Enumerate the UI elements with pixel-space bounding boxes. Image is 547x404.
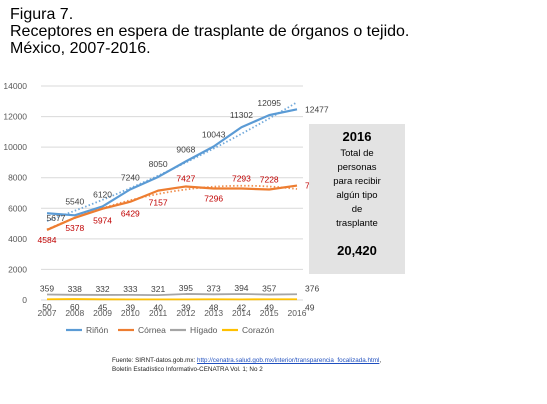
x-tick-label: 2016 [288, 308, 307, 318]
data-label: 50 [42, 302, 52, 312]
data-label: 60 [70, 302, 80, 312]
summary-line: algún tipo [336, 190, 378, 201]
data-label: 8050 [149, 159, 168, 169]
data-label: 7427 [176, 173, 195, 183]
data-label: 5378 [65, 223, 84, 233]
data-label: 39 [126, 302, 136, 312]
x-tick-label: 2009 [93, 308, 112, 318]
data-label: 5540 [65, 196, 84, 206]
chart-title: Figura 7. Receptores en espera de traspl… [10, 6, 409, 57]
data-label: 7240 [121, 172, 140, 182]
y-tick-label: 8000 [8, 173, 27, 183]
data-label: 49 [305, 302, 315, 312]
data-label: 12095 [257, 98, 281, 108]
summary-description: Total de personas para recibir algún tip… [309, 147, 405, 231]
x-tick-label: 2010 [121, 308, 140, 318]
summary-year: 2016 [342, 129, 372, 144]
data-label: 338 [68, 284, 82, 294]
x-tick-label: 2011 [149, 308, 168, 318]
legend-label: Corazón [242, 325, 274, 335]
y-tick-label: 10000 [3, 142, 27, 152]
y-tick-label: 2000 [8, 264, 27, 274]
data-label: 5677 [47, 213, 66, 223]
source-line-2: Boletín Estadístico Informativo-CENATRA … [112, 366, 263, 373]
source-suffix: , [379, 357, 382, 364]
summary-total: 20,420 [337, 243, 377, 258]
data-label: 376 [305, 283, 319, 293]
y-tick-label: 4000 [8, 234, 27, 244]
trendline-1 [46, 184, 298, 231]
data-label: 321 [151, 284, 165, 294]
data-label: 12477 [305, 104, 329, 114]
data-label: 7296 [204, 193, 223, 203]
data-label: 6429 [121, 209, 140, 219]
legend-label: Riñón [86, 325, 108, 335]
data-label: 10043 [202, 129, 226, 139]
data-label: 395 [179, 283, 193, 293]
data-label: 6120 [93, 189, 112, 199]
data-label: 394 [234, 283, 248, 293]
x-tick-label: 2007 [38, 308, 57, 318]
data-label: 9068 [176, 144, 195, 154]
x-tick-label: 2015 [260, 308, 279, 318]
data-label: 48 [209, 302, 219, 312]
y-tick-label: 6000 [8, 203, 27, 213]
data-label: 333 [123, 284, 137, 294]
summary-line: trasplante [336, 218, 378, 229]
data-label: 45 [98, 302, 108, 312]
summary-line: Total de [340, 148, 374, 159]
legend-label: Hígado [190, 325, 218, 335]
data-label: 373 [207, 283, 221, 293]
data-label: 332 [95, 284, 109, 294]
data-label: 7228 [260, 175, 279, 185]
title-line-3: México, 2007-2016. [10, 40, 151, 57]
data-label: 359 [40, 284, 54, 294]
y-tick-label: 12000 [3, 112, 27, 122]
summary-line: para recibir [333, 176, 381, 187]
total-summary-box: 2016 Total de personas para recibir algú… [309, 124, 405, 274]
data-label: 7157 [149, 198, 168, 208]
x-tick-label: 2013 [204, 308, 223, 318]
title-line-1: Figura 7. [10, 6, 74, 23]
data-label: 40 [153, 302, 163, 312]
series-line-2 [46, 293, 298, 296]
legend-label: Córnea [138, 325, 166, 335]
data-label: 11302 [230, 110, 253, 120]
x-tick-label: 2012 [176, 308, 195, 318]
y-tick-label: 0 [22, 295, 27, 305]
data-label: 7293 [232, 174, 251, 184]
trendline-0 [46, 101, 298, 222]
data-label: 357 [262, 284, 276, 294]
data-label: 49 [264, 302, 274, 312]
data-label: 5974 [93, 216, 112, 226]
x-tick-label: 2008 [65, 308, 84, 318]
series-line-0 [46, 108, 298, 217]
source-link[interactable]: http://cenatra.salud.gob.mx/interior/tra… [197, 357, 380, 364]
summary-line: personas [337, 162, 377, 173]
x-tick-label: 2014 [232, 308, 251, 318]
summary-line: de [351, 204, 363, 215]
data-label: 42 [237, 302, 247, 312]
source-note: Fuente: SIRNT-datos.gob.mx: http://cenat… [112, 356, 381, 374]
data-label: 4584 [38, 235, 57, 245]
title-line-2: Receptores en espera de trasplante de ór… [10, 23, 410, 40]
data-label: 39 [181, 302, 191, 312]
source-prefix: Fuente: SIRNT-datos.gob.mx: [112, 357, 198, 364]
y-tick-label: 14000 [3, 81, 27, 91]
